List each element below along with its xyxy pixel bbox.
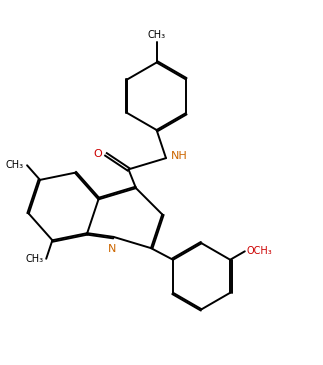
- Text: CH₃: CH₃: [148, 30, 166, 40]
- Text: O: O: [93, 149, 102, 160]
- Text: CH₃: CH₃: [25, 254, 43, 264]
- Text: OCH₃: OCH₃: [247, 246, 272, 256]
- Text: CH₃: CH₃: [6, 160, 24, 170]
- Text: NH: NH: [171, 151, 187, 161]
- Text: N: N: [108, 245, 116, 254]
